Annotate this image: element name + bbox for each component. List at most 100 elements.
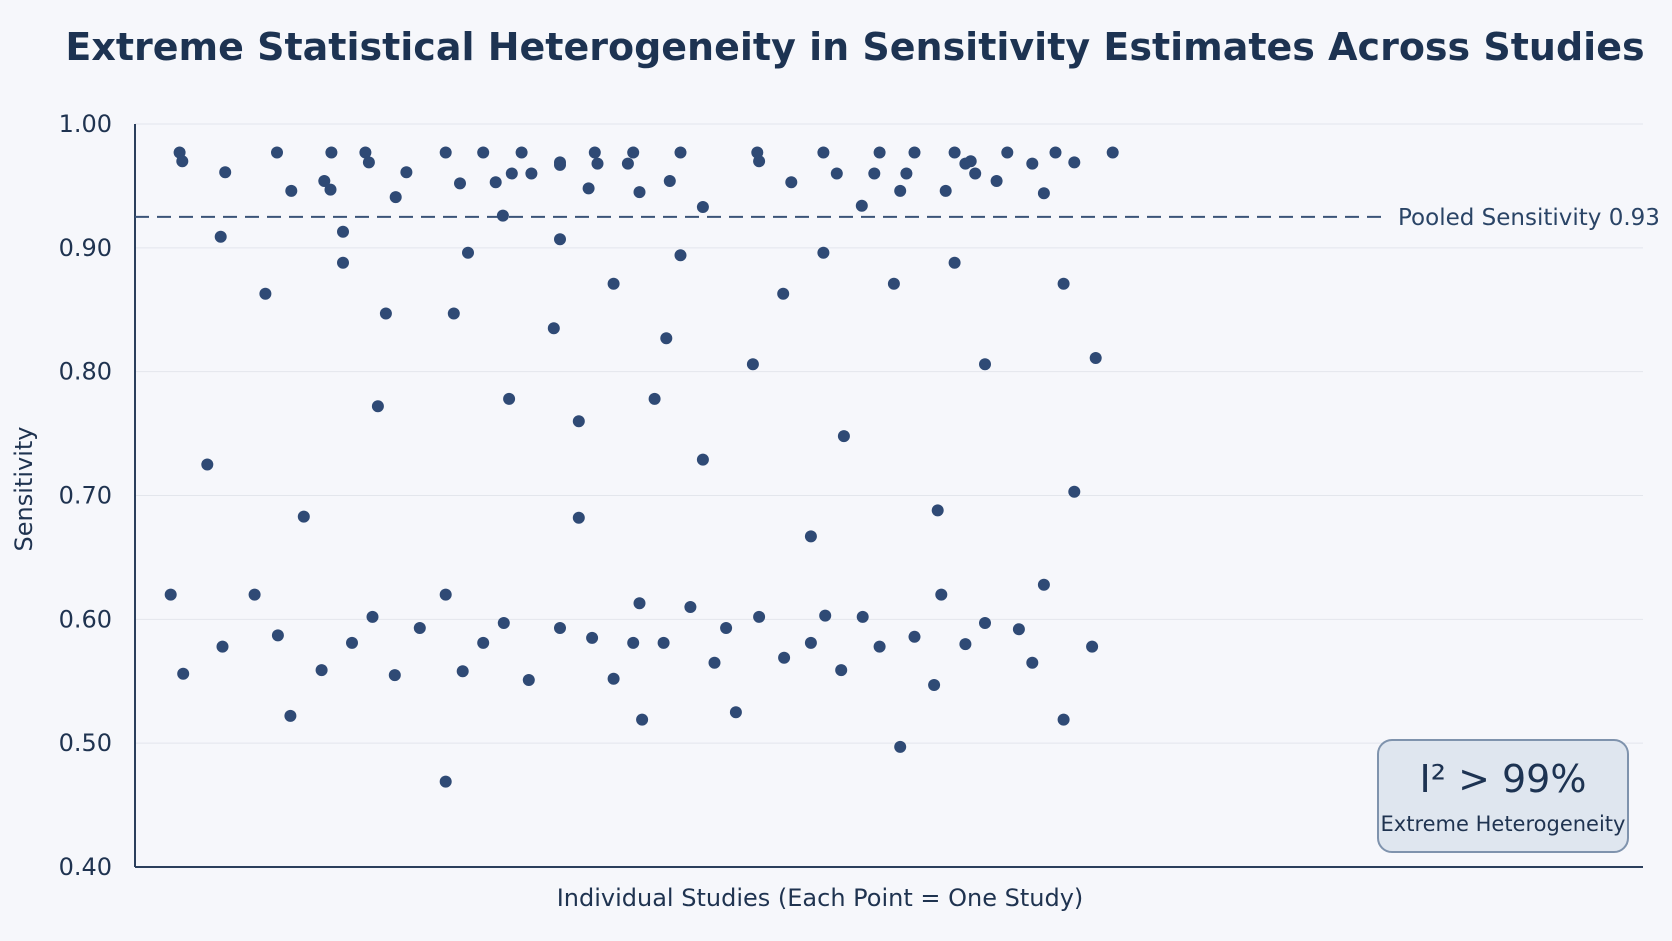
study-point: [785, 176, 798, 189]
study-point: [804, 530, 817, 543]
study-point: [439, 775, 452, 788]
study-point: [325, 146, 338, 159]
study-point: [894, 184, 907, 197]
x-axis-label: Individual Studies (Each Point = One Stu…: [557, 884, 1084, 912]
study-point: [219, 166, 232, 179]
study-point: [477, 146, 490, 159]
study-point: [525, 167, 538, 180]
study-point: [621, 157, 634, 170]
study-point: [164, 588, 177, 601]
y-tick-label: 0.40: [59, 853, 112, 881]
study-point: [489, 176, 502, 189]
study-point: [720, 622, 733, 634]
study-point: [830, 167, 843, 180]
study-point: [271, 629, 284, 642]
i-squared-value: I² > 99%: [1420, 757, 1587, 801]
study-point: [346, 636, 358, 649]
study-point: [935, 588, 948, 601]
study-point: [804, 636, 817, 649]
study-point: [931, 504, 944, 517]
study-point: [948, 146, 961, 159]
study-point: [366, 610, 379, 623]
study-point: [1057, 713, 1070, 726]
grid-lines: [135, 123, 1643, 744]
study-point: [979, 358, 991, 371]
study-point: [315, 664, 328, 677]
y-tick-label: 0.80: [59, 358, 112, 386]
study-point: [696, 453, 709, 466]
study-point: [388, 669, 401, 682]
study-point: [554, 158, 566, 171]
study-point: [1037, 187, 1050, 200]
study-point: [969, 167, 982, 180]
study-point: [1068, 485, 1081, 498]
study-point: [216, 640, 229, 653]
study-point: [627, 146, 640, 159]
study-point: [389, 191, 402, 204]
study-point: [837, 430, 850, 443]
study-point: [1068, 156, 1081, 169]
study-point: [648, 392, 661, 405]
study-point: [503, 392, 516, 405]
y-tick-label: 1.00: [59, 110, 112, 138]
chart-title: Extreme Statistical Heterogeneity in Sen…: [65, 25, 1644, 69]
study-point: [337, 256, 349, 269]
study-point: [515, 146, 528, 159]
study-point: [674, 249, 687, 262]
study-point: [855, 199, 868, 212]
study-point: [462, 246, 474, 259]
study-point: [636, 713, 649, 726]
study-point: [674, 146, 687, 159]
study-point: [177, 667, 190, 680]
study-point: [660, 332, 673, 345]
study-point: [657, 636, 670, 649]
study-point: [753, 155, 766, 168]
heterogeneity-box: I² > 99% Extreme Heterogeneity: [1377, 739, 1629, 853]
study-point: [746, 358, 759, 371]
y-tick-label: 0.60: [59, 605, 112, 633]
study-point: [948, 256, 961, 269]
study-point: [607, 672, 620, 685]
study-point: [248, 588, 261, 601]
study-point: [324, 183, 337, 196]
y-tick-labels: 1.00 0.90 0.80 0.70 0.60 0.50 0.40: [59, 110, 112, 881]
study-point: [663, 175, 676, 187]
study-point: [928, 679, 941, 691]
y-tick-label: 0.50: [59, 729, 112, 757]
study-point: [990, 175, 1003, 187]
study-point: [1057, 277, 1070, 290]
study-point: [1012, 623, 1025, 636]
study-point: [964, 155, 977, 168]
study-point: [908, 630, 921, 643]
study-point: [684, 601, 697, 613]
study-point: [1001, 146, 1014, 159]
study-point: [633, 597, 646, 610]
study-point: [497, 617, 510, 629]
study-point: [554, 233, 566, 246]
study-point: [1089, 352, 1102, 364]
study-point: [777, 287, 790, 300]
study-point: [572, 511, 585, 524]
study-point: [817, 246, 830, 259]
y-tick-label: 0.90: [59, 234, 112, 262]
study-point: [591, 157, 604, 170]
study-point: [696, 201, 709, 213]
study-point: [271, 146, 283, 159]
study-point: [400, 166, 413, 179]
heterogeneity-caption: Extreme Heterogeneity: [1381, 812, 1626, 836]
study-point: [1106, 146, 1119, 159]
study-point: [835, 664, 848, 677]
study-point: [285, 184, 298, 197]
study-point: [447, 307, 460, 320]
study-point: [496, 209, 509, 222]
heterogeneity-box-frame: [1377, 739, 1629, 853]
study-point: [362, 156, 375, 169]
study-point: [318, 175, 331, 187]
study-point: [856, 610, 869, 623]
study-point: [214, 230, 227, 243]
study-point: [939, 184, 952, 197]
study-point: [371, 400, 384, 413]
study-point: [439, 146, 452, 159]
y-axis-label: Sensitivity: [10, 427, 38, 552]
study-point: [477, 636, 490, 649]
